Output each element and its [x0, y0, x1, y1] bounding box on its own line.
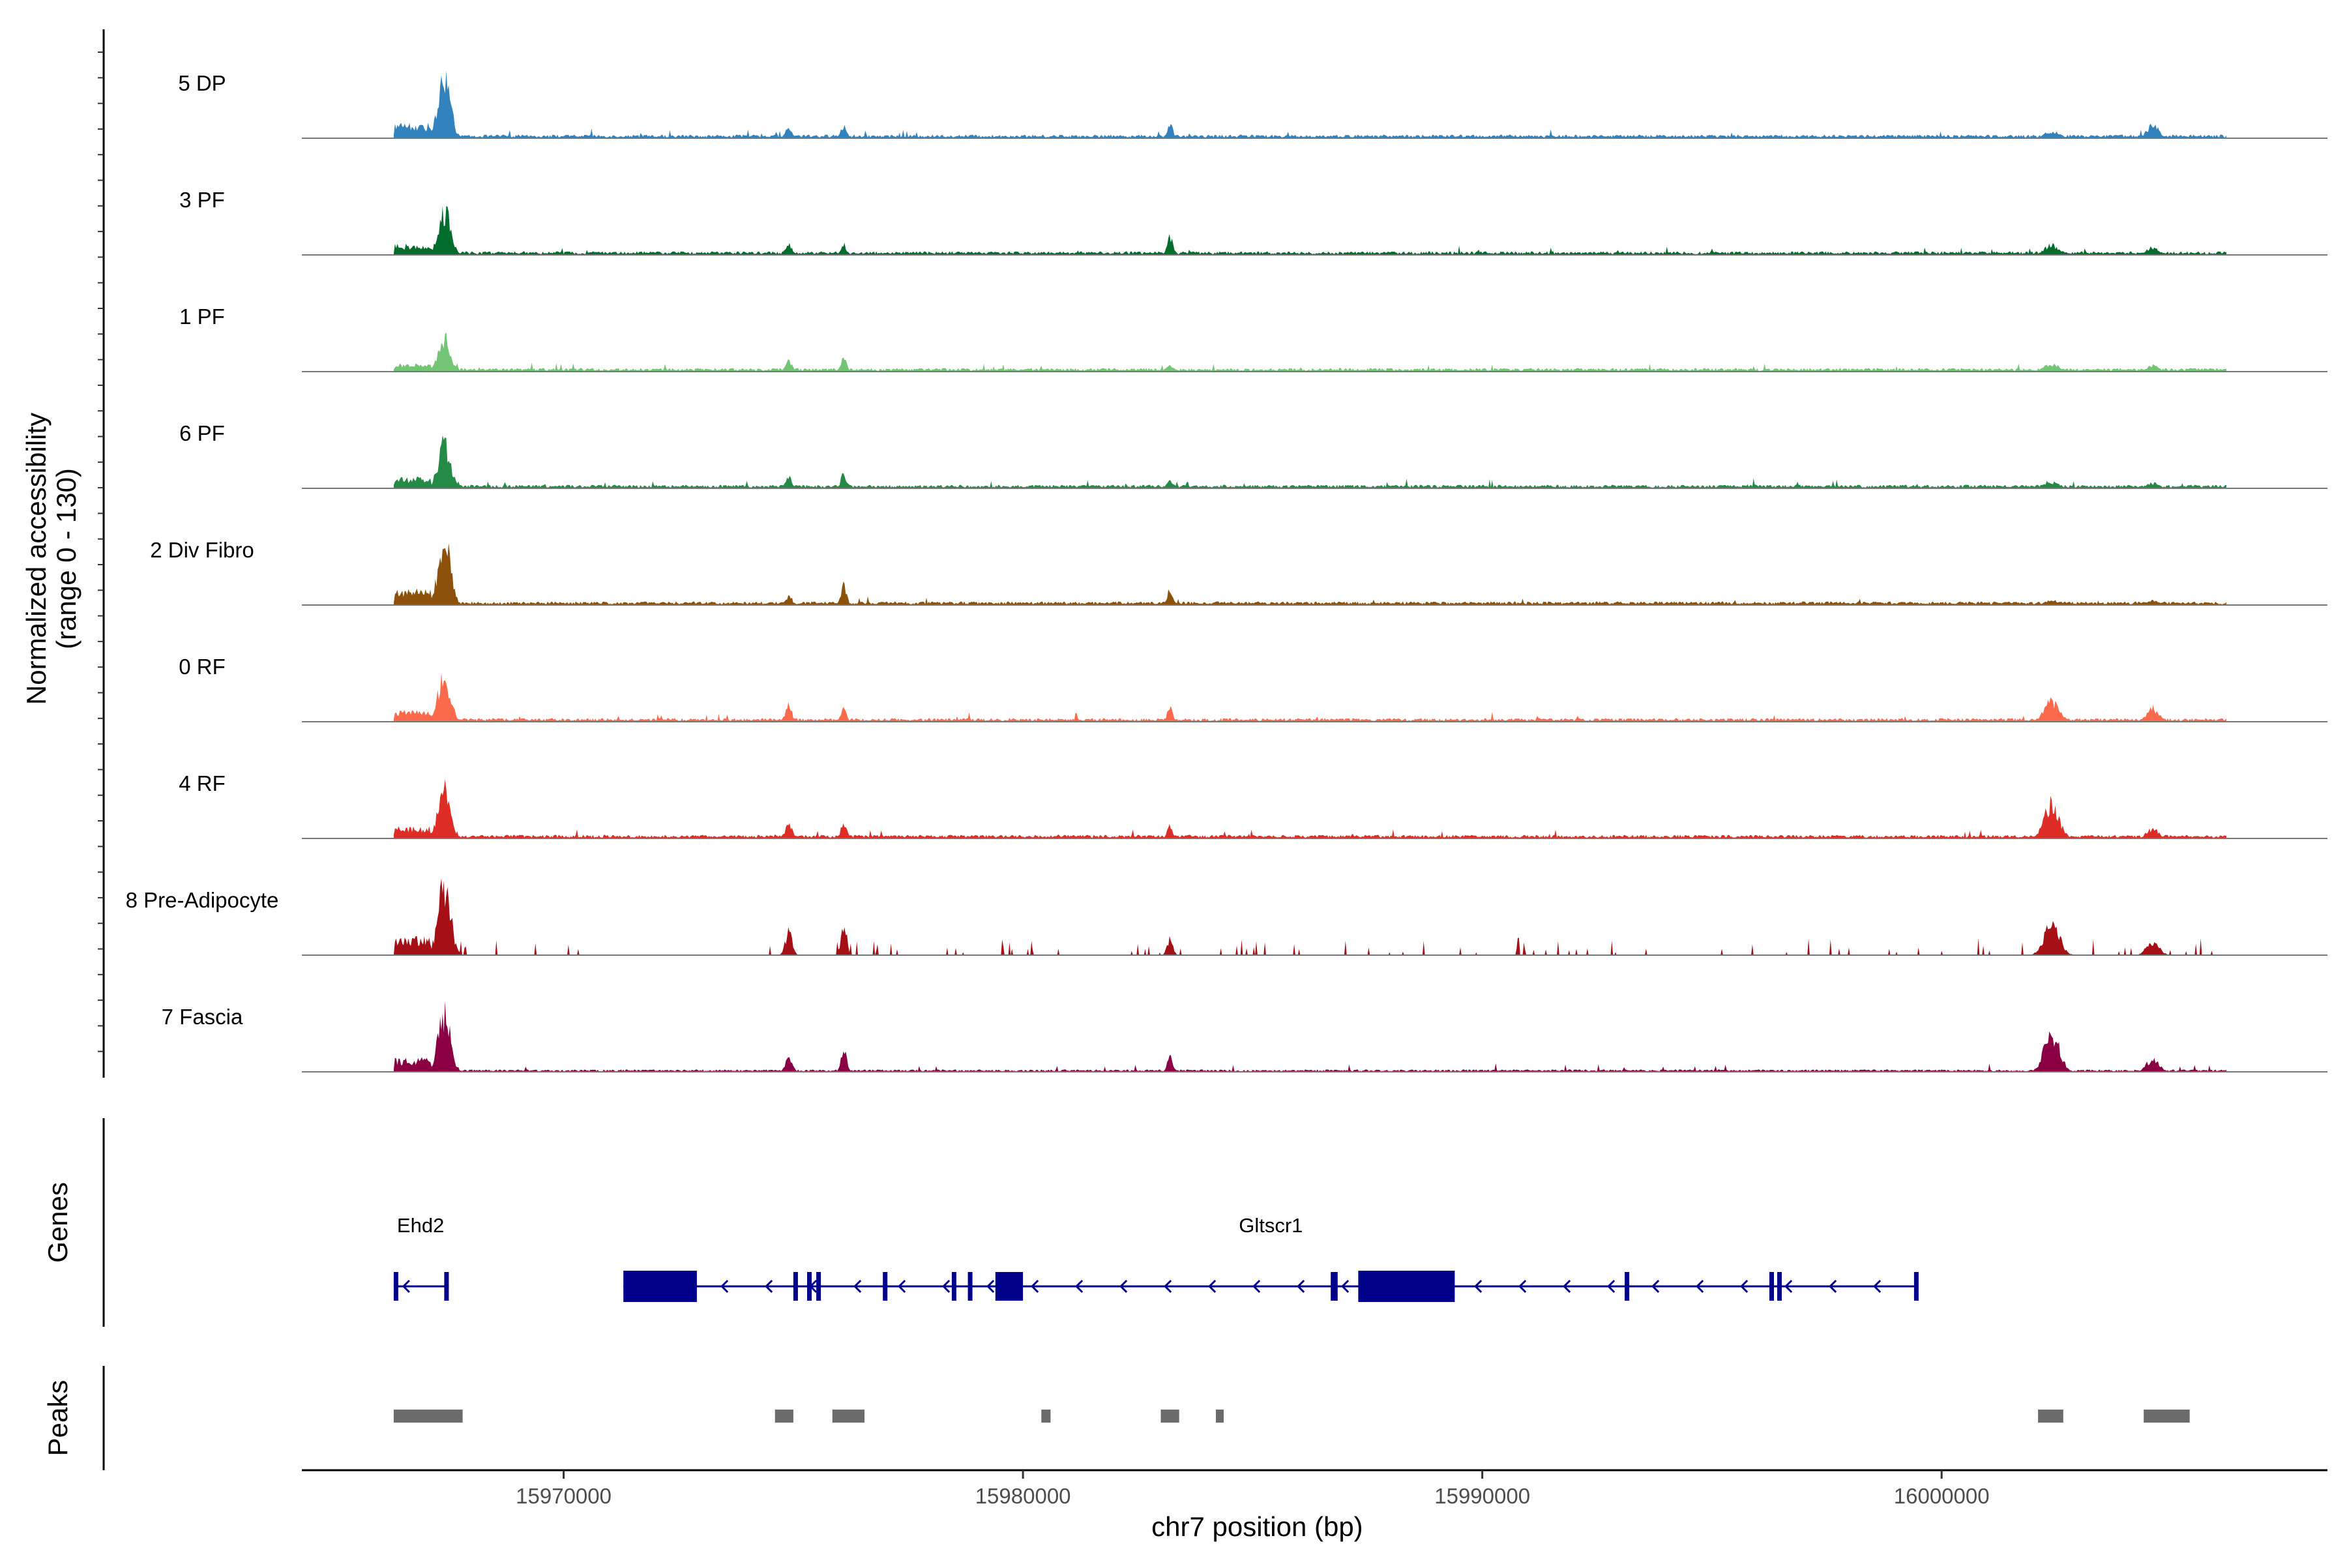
strand-arrow — [1829, 1279, 1837, 1294]
gene-exon — [807, 1272, 812, 1301]
track-area-6 — [393, 779, 2227, 838]
x-axis-title: chr7 position (bp) — [1151, 1511, 1363, 1542]
strand-arrow — [1651, 1279, 1660, 1294]
track-label-3: 6 PF — [179, 421, 225, 445]
track-5: 0 RF — [179, 655, 2327, 722]
track-label-8: 7 Fascia — [162, 1005, 243, 1029]
strand-arrow — [1518, 1279, 1527, 1294]
strand-arrow — [1297, 1279, 1305, 1294]
track-label-4: 2 Div Fibro — [150, 538, 254, 562]
peak-region — [1041, 1410, 1051, 1423]
x-tick-label: 15980000 — [975, 1484, 1071, 1508]
track-label-7: 8 Pre-Adipocyte — [126, 888, 279, 912]
track-0: 5 DP — [178, 70, 2327, 139]
x-tick-label: 15990000 — [1434, 1484, 1530, 1508]
gene-exon — [1358, 1271, 1455, 1302]
track-area-7 — [393, 878, 2227, 955]
strand-arrow — [402, 1279, 410, 1294]
gene-Ehd2: Ehd2 — [393, 1214, 449, 1301]
track-label-2: 1 PF — [179, 304, 225, 329]
strand-arrow — [1075, 1279, 1084, 1294]
track-6: 4 RF — [179, 771, 2327, 839]
strand-arrow — [1740, 1279, 1749, 1294]
track-2: 1 PF — [179, 304, 2327, 372]
gene-label-Gltscr1: Gltscr1 — [1239, 1214, 1303, 1237]
track-area-4 — [393, 543, 2227, 605]
strand-arrow — [1208, 1279, 1217, 1294]
y-axis-title-line1: Normalized accessibility — [21, 413, 52, 705]
strand-arrow — [1696, 1279, 1704, 1294]
gene-exon — [883, 1272, 888, 1301]
track-area-2 — [393, 332, 2227, 372]
track-1: 3 PF — [179, 188, 2327, 256]
gene-exon — [951, 1272, 956, 1301]
track-label-6: 4 RF — [179, 771, 226, 795]
track-3: 6 PF — [179, 421, 2327, 489]
strand-arrow — [1563, 1279, 1571, 1294]
y-axis-title-line2: (range 0 - 130) — [51, 468, 81, 649]
gene-exon — [1777, 1272, 1782, 1301]
gene-exon — [1913, 1272, 1919, 1301]
gene-exon — [793, 1272, 798, 1301]
strand-arrow — [1607, 1279, 1616, 1294]
gene-exon — [995, 1272, 1024, 1301]
genes-track-label: Genes — [42, 1182, 73, 1263]
track-area-3 — [393, 435, 2227, 488]
gene-exon — [967, 1272, 973, 1301]
peak-region — [2144, 1410, 2190, 1423]
strand-arrow — [942, 1279, 951, 1294]
gene-exon — [1625, 1272, 1630, 1301]
peak-region — [1216, 1410, 1224, 1423]
strand-arrow — [1119, 1279, 1128, 1294]
track-area-1 — [393, 205, 2227, 255]
gene-label-Ehd2: Ehd2 — [397, 1214, 444, 1237]
y-axis-title: Normalized accessibility(range 0 - 130) — [21, 413, 81, 705]
strand-arrow — [898, 1279, 906, 1294]
strand-arrow — [1031, 1279, 1039, 1294]
peak-region — [832, 1410, 864, 1423]
gene-exon — [1769, 1272, 1774, 1301]
x-tick-label: 15970000 — [516, 1484, 612, 1508]
strand-arrow — [1474, 1279, 1483, 1294]
peak-region — [1160, 1410, 1179, 1423]
peak-region — [775, 1410, 793, 1423]
x-tick-label: 16000000 — [1894, 1484, 1990, 1508]
gene-exon — [444, 1272, 449, 1301]
strand-arrow — [986, 1279, 995, 1294]
gene-exon — [623, 1271, 697, 1302]
gene-exon — [816, 1272, 821, 1301]
strand-arrow — [853, 1279, 862, 1294]
track-label-0: 5 DP — [178, 71, 226, 95]
track-4: 2 Div Fibro — [150, 538, 2327, 606]
strand-arrow — [1341, 1279, 1350, 1294]
track-area-5 — [393, 672, 2227, 722]
track-label-5: 0 RF — [179, 655, 226, 679]
peak-region — [2038, 1410, 2063, 1423]
gene-Gltscr1: Gltscr1 — [623, 1214, 1919, 1302]
gene-exon — [393, 1272, 398, 1301]
track-area-8 — [393, 1001, 2227, 1072]
strand-arrow — [1252, 1279, 1261, 1294]
strand-arrow — [765, 1279, 773, 1294]
track-7: 8 Pre-Adipocyte — [126, 878, 2327, 956]
track-8: 7 Fascia — [162, 1001, 2327, 1072]
track-label-1: 3 PF — [179, 188, 225, 212]
track-area-0 — [393, 70, 2227, 138]
peak-region — [393, 1410, 463, 1423]
strand-arrow — [720, 1279, 729, 1294]
strand-arrow — [1784, 1279, 1793, 1294]
strand-arrow — [1164, 1279, 1172, 1294]
peaks-track-label: Peaks — [42, 1380, 73, 1457]
gene-exon — [1331, 1272, 1338, 1301]
strand-arrow — [1873, 1279, 1882, 1294]
